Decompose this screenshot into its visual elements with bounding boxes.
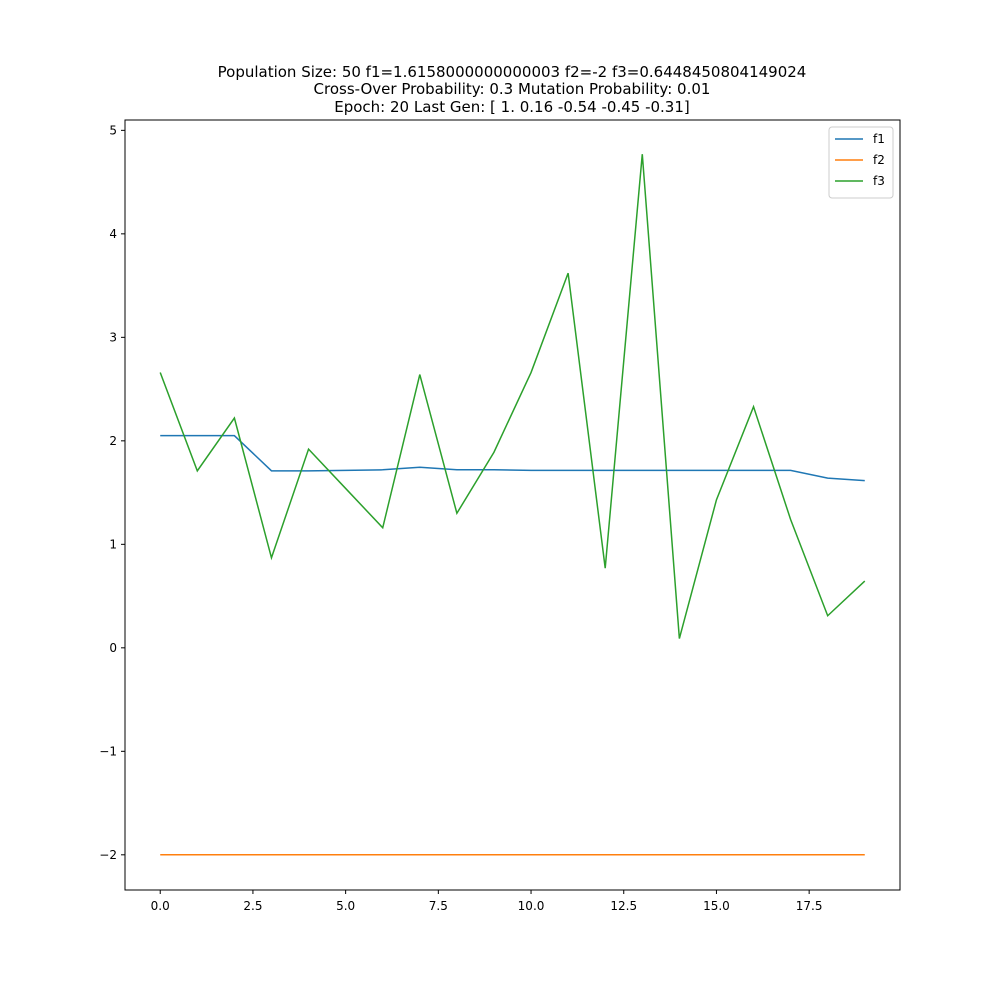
x-tick-label: 5.0 bbox=[336, 899, 355, 913]
x-axis: 0.0 2.5 5.0 7.5 10.0 12.5 15.0 17.5 bbox=[151, 890, 823, 913]
legend-label-f1: f1 bbox=[873, 132, 885, 146]
y-tick-label: 0 bbox=[109, 641, 117, 655]
x-tick-label: 0.0 bbox=[151, 899, 170, 913]
x-tick-label: 12.5 bbox=[610, 899, 637, 913]
series-line-f1 bbox=[160, 434, 865, 482]
y-tick-label: 1 bbox=[109, 537, 117, 551]
y-axis: −2 −1 0 1 2 3 4 5 bbox=[99, 123, 125, 862]
x-tick-label: 7.5 bbox=[429, 899, 448, 913]
x-tick-label: 15.0 bbox=[703, 899, 730, 913]
x-tick-label: 2.5 bbox=[243, 899, 262, 913]
y-tick-label: −2 bbox=[99, 848, 117, 862]
title-line-1: Population Size: 50 f1=1.615800000000000… bbox=[218, 63, 807, 81]
x-tick-label: 10.0 bbox=[518, 899, 545, 913]
y-tick-label: 4 bbox=[109, 227, 117, 241]
y-tick-label: −1 bbox=[99, 744, 117, 758]
legend: f1 f2 f3 bbox=[828, 126, 894, 199]
chart-title: Population Size: 50 f1=1.615800000000000… bbox=[218, 63, 807, 116]
title-line-3: Epoch: 20 Last Gen: [ 1. 0.16 -0.54 -0.4… bbox=[334, 98, 690, 116]
legend-label-f2: f2 bbox=[873, 153, 885, 167]
plot-frame bbox=[124, 119, 901, 891]
series-line-f3 bbox=[159, 154, 866, 639]
x-tick-label: 17.5 bbox=[796, 899, 823, 913]
y-tick-label: 2 bbox=[109, 434, 117, 448]
legend-label-f3: f3 bbox=[873, 174, 885, 188]
y-tick-label: 5 bbox=[109, 123, 117, 137]
plot-lines bbox=[159, 154, 866, 856]
y-tick-label: 3 bbox=[109, 330, 117, 344]
title-line-2: Cross-Over Probability: 0.3 Mutation Pro… bbox=[314, 80, 711, 98]
